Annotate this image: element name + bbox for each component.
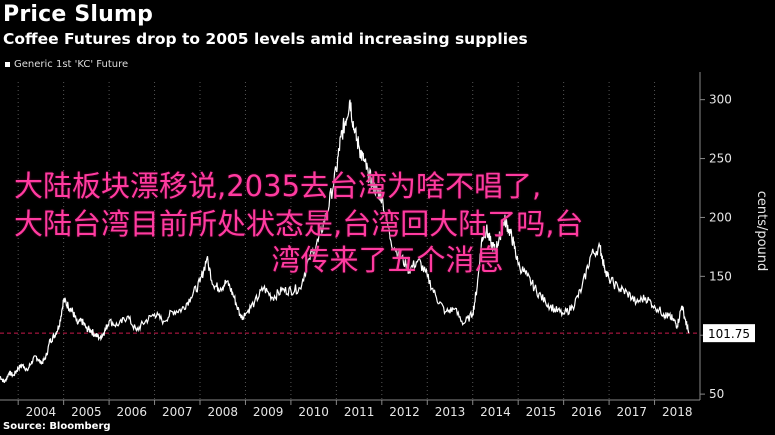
x-tick-label: 2011 bbox=[344, 405, 375, 419]
x-tick-label: 2013 bbox=[435, 405, 466, 419]
x-tick-label: 2016 bbox=[571, 405, 602, 419]
overlay-text-line1: 大陆板块漂移说,2035去台湾为啥不唱了, bbox=[14, 169, 542, 203]
y-tick-label: 200 bbox=[709, 210, 732, 224]
x-tick-label: 2010 bbox=[298, 405, 329, 419]
overlay-text-line3: 湾传来了五个消息 bbox=[271, 243, 504, 277]
overlay-text-line2: 大陆台湾目前所处状态是,台湾回大陆了吗,台 bbox=[14, 207, 584, 241]
x-tick-label: 2018 bbox=[662, 405, 693, 419]
series-line-generic-kc-future bbox=[0, 99, 690, 384]
x-tick-label: 2009 bbox=[253, 405, 284, 419]
last-value-label: 101.75 bbox=[708, 327, 750, 341]
y-tick-label: 150 bbox=[709, 269, 732, 283]
x-tick-label: 2007 bbox=[162, 405, 193, 419]
chart-title: Price Slump bbox=[3, 2, 154, 27]
x-tick-label: 2005 bbox=[71, 405, 102, 419]
legend-swatch bbox=[5, 62, 10, 67]
y-axis-label: cents/pound bbox=[754, 191, 769, 272]
x-tick-label: 2004 bbox=[26, 405, 57, 419]
x-tick-label: 2008 bbox=[207, 405, 238, 419]
y-tick-label: 300 bbox=[709, 93, 732, 107]
x-tick-label: 2006 bbox=[117, 405, 148, 419]
y-tick-label: 250 bbox=[709, 152, 732, 166]
legend: Generic 1st 'KC' Future bbox=[5, 59, 128, 70]
chart-subtitle: Coffee Futures drop to 2005 levels amid … bbox=[3, 30, 528, 48]
x-tick-label: 2014 bbox=[480, 405, 511, 419]
x-tick-label: 2012 bbox=[389, 405, 420, 419]
x-tick-label: 2015 bbox=[526, 405, 557, 419]
source-note: Source: Bloomberg bbox=[3, 421, 111, 432]
x-tick-label: 2017 bbox=[617, 405, 648, 419]
last-value-box bbox=[703, 324, 755, 343]
y-tick-label: 50 bbox=[709, 387, 724, 401]
legend-label: Generic 1st 'KC' Future bbox=[14, 59, 129, 70]
